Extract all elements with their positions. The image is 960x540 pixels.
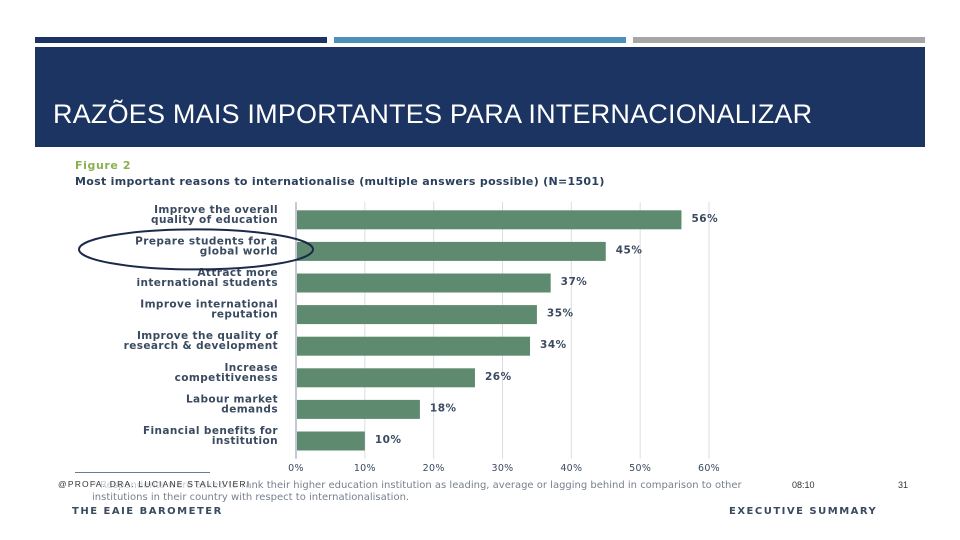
category-label: Prepare students for a global world xyxy=(135,235,278,257)
bar xyxy=(297,399,420,419)
x-tick-label: 30% xyxy=(491,463,513,474)
x-tick-label: 40% xyxy=(560,463,582,474)
author-credit: @PROFA. DRA. LUCIANE STALLIVIERI xyxy=(58,479,251,489)
data-label: 45% xyxy=(616,244,643,256)
footer-section: EXECUTIVE SUMMARY xyxy=(729,506,878,517)
data-label: 56% xyxy=(691,213,718,225)
title-bar: RAZÕES MAIS IMPORTANTES PARA INTERNACION… xyxy=(35,47,925,147)
category-label: Financial benefits for institution xyxy=(143,425,278,447)
footer-publication: THE EAIE BAROMETER xyxy=(72,506,223,517)
category-label: Increase competitiveness xyxy=(175,362,278,384)
figure-label: Figure 2 xyxy=(75,159,132,172)
header-stripe-blue xyxy=(334,37,626,43)
category-label: Improve the overall quality of education xyxy=(151,204,278,226)
x-tick-label: 10% xyxy=(354,463,376,474)
bar xyxy=(297,241,606,261)
header-stripe-gray xyxy=(633,37,925,43)
data-label: 26% xyxy=(485,371,512,383)
slide-time: 08:10 xyxy=(792,480,815,490)
slide-title: RAZÕES MAIS IMPORTANTES PARA INTERNACION… xyxy=(53,99,813,129)
highlight-ellipse xyxy=(78,228,314,271)
chart-title: Most important reasons to internationali… xyxy=(75,175,605,188)
category-label: Labour market demands xyxy=(186,393,278,415)
bar xyxy=(297,273,551,293)
data-label: 18% xyxy=(430,402,457,414)
data-label: 35% xyxy=(547,308,574,320)
data-label: 37% xyxy=(561,276,588,288)
x-tick-label: 60% xyxy=(698,463,720,474)
figure-footnote: * Respondents were asked to rank their h… xyxy=(92,480,742,503)
bar xyxy=(297,368,475,388)
bar xyxy=(297,431,365,451)
x-tick-label: 50% xyxy=(629,463,651,474)
x-tick-label: 20% xyxy=(423,463,445,474)
footnote-divider xyxy=(75,472,210,473)
category-label: Improve the quality of research & develop… xyxy=(124,330,278,352)
bar xyxy=(297,210,682,230)
bar xyxy=(297,305,537,325)
category-label: Improve international reputation xyxy=(140,299,278,321)
data-label: 10% xyxy=(375,434,402,446)
page-number: 31 xyxy=(898,480,909,490)
bar xyxy=(297,336,531,356)
header-stripe-dark xyxy=(35,37,327,43)
x-tick-label: 0% xyxy=(288,463,304,474)
data-label: 34% xyxy=(540,339,567,351)
